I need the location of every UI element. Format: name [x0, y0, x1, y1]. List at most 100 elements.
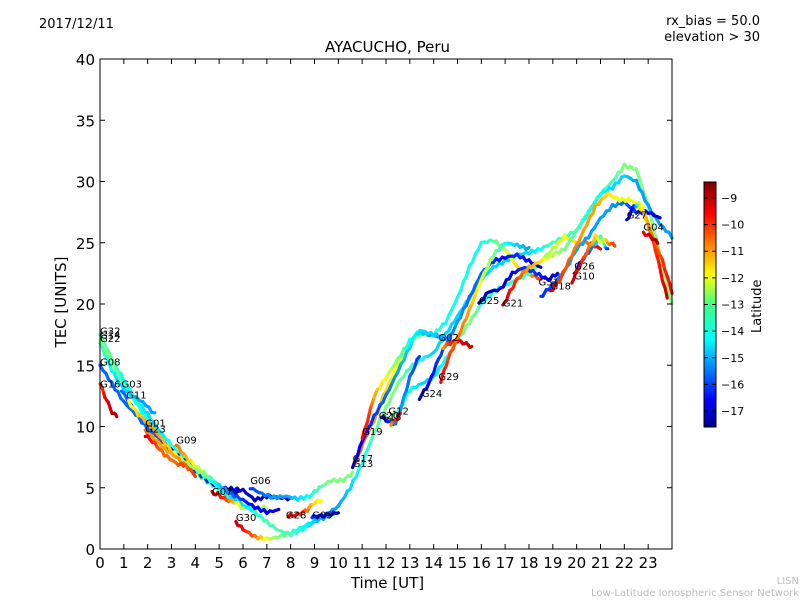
x-tick-label: 22 [615, 554, 634, 572]
series-G27 [625, 201, 669, 300]
series-segment [595, 245, 603, 251]
x-tick-label: 12 [376, 554, 395, 572]
series-layer [98, 162, 674, 542]
satellite-label-G25: G25 [479, 296, 499, 307]
colorbar-tick-label: −14 [721, 325, 744, 338]
y-tick-label: 10 [76, 419, 95, 437]
satellite-label-G15: G15 [381, 412, 401, 423]
x-tick-label: 3 [167, 554, 177, 572]
series-segment [110, 358, 117, 372]
x-tick-label: 5 [214, 554, 224, 572]
series-G30 [234, 511, 340, 542]
satellite-label-G02: G02 [438, 333, 458, 344]
series-G19 [360, 329, 448, 441]
series-segment [348, 470, 355, 478]
series-segment [660, 258, 667, 272]
y-tick-label: 20 [76, 296, 95, 314]
x-tick-label: 9 [310, 554, 320, 572]
colorbar-tick-label: −9 [721, 192, 737, 205]
satellite-label-G03: G03 [122, 379, 142, 390]
series-segment [470, 292, 477, 306]
colorbar-label: Latitude [750, 279, 765, 333]
y-tick-label: 15 [76, 357, 95, 375]
series-G01 [143, 428, 197, 479]
satellite-label-G29: G29 [438, 372, 458, 383]
satellite-label-G01: G01 [145, 419, 165, 430]
satellite-label-G30: G30 [236, 513, 256, 524]
chart-notes: rx_bias = 50.0 elevation > 30 [664, 14, 760, 46]
satellite-label-G21: G21 [503, 298, 523, 309]
x-tick-label: 2 [143, 554, 153, 572]
x-tick-label: 20 [567, 554, 586, 572]
satellite-label-G31: G31 [539, 278, 559, 289]
satellite-label-G12: G12 [388, 406, 408, 417]
y-axis-label: TEC [UNITS] [52, 256, 70, 348]
series-segment [664, 290, 669, 300]
x-tick-label: 18 [519, 554, 538, 572]
series-segment [274, 507, 281, 512]
series-segment [464, 307, 471, 321]
x-tick-label: 14 [424, 554, 443, 572]
x-tick-label: 19 [543, 554, 562, 572]
series-G21 [501, 174, 674, 307]
x-tick-label: 11 [353, 554, 372, 572]
plot-frame [99, 58, 673, 550]
series-segment [415, 355, 421, 362]
series-G28 [286, 498, 324, 519]
series-G14 [98, 162, 674, 538]
series-segment [113, 412, 119, 419]
colorbar-ticks: −9 −10 −11 −12 −13 −14 −15 −16 −17 [704, 192, 744, 418]
y-tick-label: 25 [76, 235, 95, 253]
satellite-label-G26: G26 [574, 262, 594, 273]
series-G15 [389, 411, 402, 427]
series-segment [655, 215, 662, 220]
series-segment [553, 271, 560, 278]
series-segment [654, 238, 660, 245]
series-G32 [98, 339, 269, 511]
series-G10 [570, 233, 610, 285]
series-segment [634, 167, 641, 180]
x-tick-label: 10 [329, 554, 348, 572]
satellite-label-G06: G06 [250, 476, 270, 487]
series-segment [441, 334, 448, 341]
satellite-label-G14: G14 [100, 330, 120, 341]
series-segment [233, 489, 240, 495]
y-tick-label: 30 [76, 174, 95, 192]
series-segment [355, 445, 362, 458]
series-segment [360, 453, 367, 466]
series-segment [458, 279, 466, 293]
series-G23 [143, 434, 185, 468]
colorbar-tick-label: −12 [721, 272, 744, 285]
x-tick-label: 15 [448, 554, 467, 572]
satellite-label-G09: G09 [176, 436, 196, 447]
x-tick-label: 4 [191, 554, 201, 572]
satellite-label-G24: G24 [422, 389, 442, 400]
colorbar-tick-label: −16 [721, 378, 744, 391]
series-segment [637, 176, 644, 190]
series-segment [262, 504, 269, 511]
x-tick-label: 0 [95, 554, 105, 572]
satellite-label-G28: G28 [286, 510, 306, 521]
x-axis: 0 1 2 3 4 5 6 7 8 9 10 11 12 13 14 15 16 17 18 19 20 21 22 23 [95, 59, 658, 572]
credit-short: LISN [776, 576, 799, 587]
series-G20 [379, 355, 421, 426]
series-segment [458, 321, 466, 335]
x-tick-label: 13 [400, 554, 419, 572]
series-segment [464, 264, 471, 278]
x-tick-label: 6 [238, 554, 248, 572]
x-tick-label: 8 [286, 554, 296, 572]
y-axis: 0 5 10 15 20 25 30 35 40 [76, 51, 672, 559]
series-G07 [210, 489, 245, 511]
series-segment [468, 344, 474, 349]
satellite-label-G18: G18 [551, 281, 571, 292]
satellite-label-G20: G20 [379, 411, 399, 422]
series-segment [524, 246, 531, 251]
series-G09 [174, 443, 281, 516]
satellite-label-G17: G17 [353, 454, 373, 465]
satellite-label-G11: G11 [126, 390, 146, 401]
y-tick-label: 35 [76, 112, 95, 130]
satellite-label-G27: G27 [627, 210, 647, 221]
colorbar-tick-label: −13 [721, 299, 744, 312]
note-rx-bias: rx_bias = 50.0 [666, 14, 760, 29]
